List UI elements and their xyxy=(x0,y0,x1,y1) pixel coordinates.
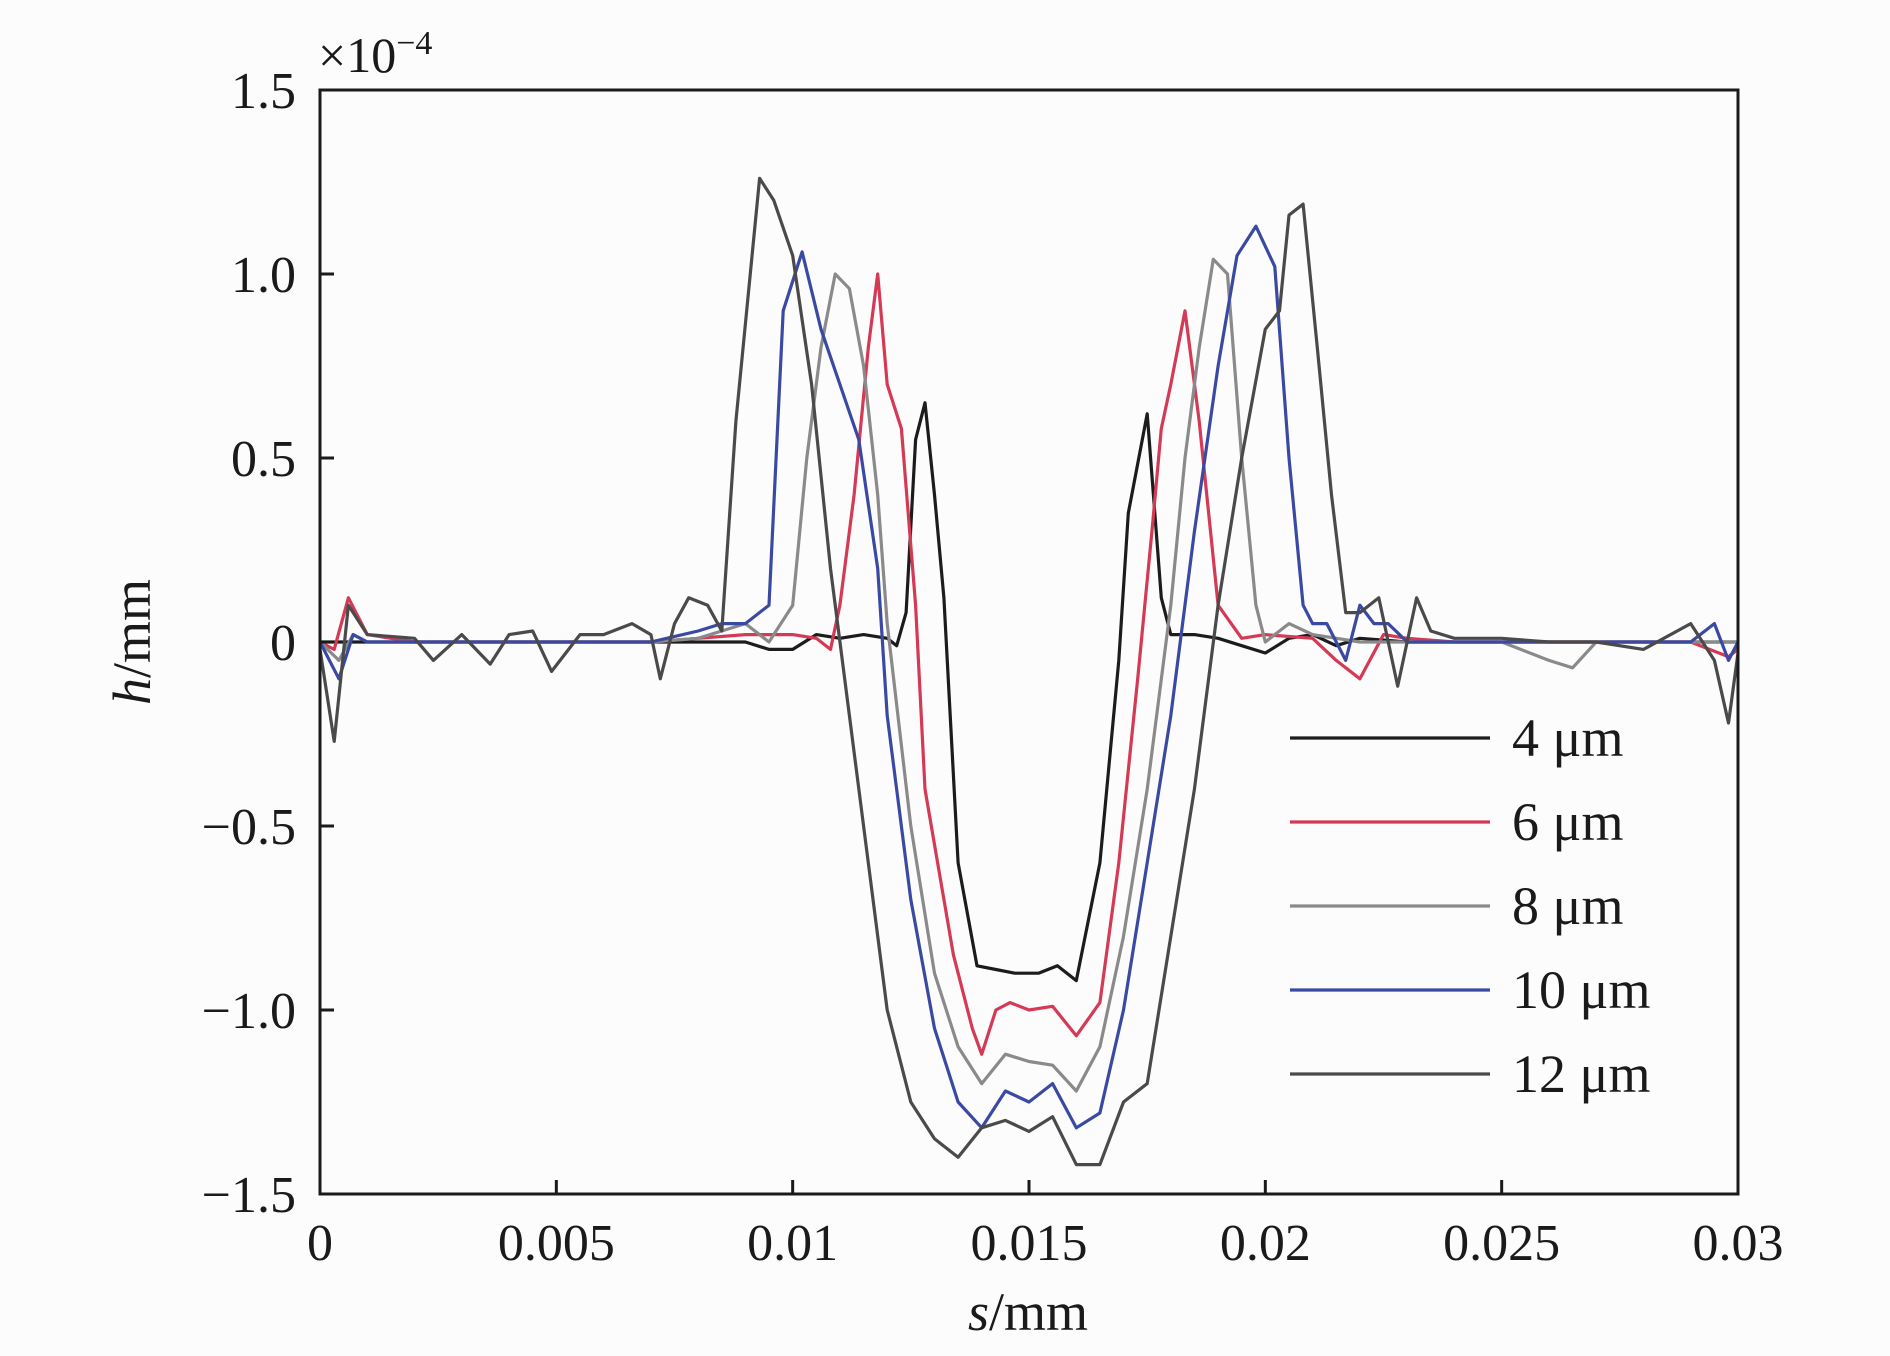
y-scale-exponent: −4 xyxy=(396,25,432,62)
x-axis-unit: /mm xyxy=(989,1282,1088,1342)
y-tick-label: −1.5 xyxy=(202,1167,296,1224)
y-axis-variable: h xyxy=(102,678,162,705)
y-scale-base: ×10 xyxy=(318,27,396,83)
y-tick-label: −1.0 xyxy=(202,983,296,1040)
x-axis-title: s/mm xyxy=(968,1282,1088,1342)
series-line-4 xyxy=(318,224,1740,1130)
y-tick-label: 1.0 xyxy=(231,247,296,304)
x-tick-label: 0.01 xyxy=(747,1215,838,1272)
y-tick-label: 0 xyxy=(270,615,296,672)
legend-label: 4 μm xyxy=(1512,708,1623,768)
series-line-2 xyxy=(319,272,1739,1056)
x-tick-label: 0.02 xyxy=(1220,1215,1311,1272)
x-tick-label: 0.005 xyxy=(498,1215,615,1272)
x-axis-ticks: 0 0.005 0.01 0.015 0.02 0.025 0.03 xyxy=(307,1180,1784,1272)
legend-label: 8 μm xyxy=(1512,876,1623,936)
legend-label: 6 μm xyxy=(1512,792,1623,852)
y-axis-ticks: 1.5 1.0 0.5 0 −0.5 −1.0 −1.5 xyxy=(202,63,334,1224)
x-tick-label: 0.015 xyxy=(971,1215,1088,1272)
x-tick-label: 0.025 xyxy=(1443,1215,1560,1272)
series-layer xyxy=(318,176,1740,1167)
y-tick-label: −0.5 xyxy=(202,799,296,856)
legend-label: 10 μm xyxy=(1512,960,1650,1020)
y-axis-title: h/mm xyxy=(102,579,162,705)
y-axis-unit: /mm xyxy=(102,579,162,678)
y-tick-label: 0.5 xyxy=(231,431,296,488)
x-tick-label: 0 xyxy=(307,1215,333,1272)
y-tick-label: 1.5 xyxy=(231,63,296,120)
legend-label: 12 μm xyxy=(1512,1044,1650,1104)
legend: 4 μm 6 μm 8 μm 10 μm 12 μm xyxy=(1290,708,1650,1104)
y-scale-factor: ×10−4 xyxy=(318,25,432,83)
series-line-5 xyxy=(318,176,1740,1167)
x-axis-variable: s xyxy=(968,1282,989,1342)
x-tick-label: 0.03 xyxy=(1693,1215,1784,1272)
